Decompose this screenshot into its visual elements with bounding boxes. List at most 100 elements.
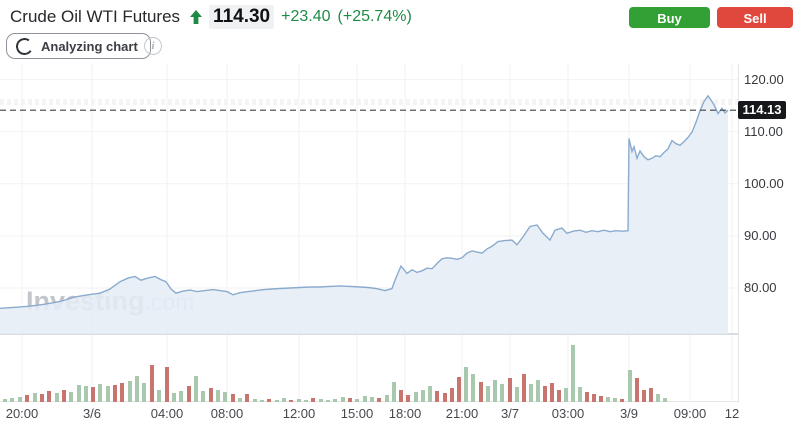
volume-bar-up xyxy=(106,386,110,402)
volume-bar-up xyxy=(55,393,59,402)
volume-bar-up xyxy=(464,367,468,402)
volume-bar-up xyxy=(223,392,227,402)
price-line xyxy=(0,94,729,309)
x-axis-label: 12:00 xyxy=(282,406,316,421)
volume-bar-up xyxy=(3,399,7,402)
volume-bar-down xyxy=(635,378,639,402)
volume-bar-down xyxy=(47,391,51,402)
volume-bar-down xyxy=(165,367,169,402)
volume-bar-down xyxy=(543,386,547,402)
volume-bar-down xyxy=(443,393,447,402)
x-axis-label: 04:00 xyxy=(150,406,184,421)
volume-bar-up xyxy=(157,390,161,402)
volume-bar-up xyxy=(135,376,139,402)
volume-bar-up xyxy=(370,397,374,402)
volume-bar-up xyxy=(179,391,183,402)
volume-bar-down xyxy=(435,391,439,402)
volume-bar-up xyxy=(421,390,425,402)
analyzing-chart-button[interactable]: Analyzing chart xyxy=(6,33,151,59)
price-up-arrow-icon xyxy=(190,10,203,24)
volume-bar-up xyxy=(275,400,279,402)
volume-bar-down xyxy=(479,382,483,402)
volume-bar-down xyxy=(620,399,624,402)
price-change: +23.40 xyxy=(281,8,331,25)
volume-bar-up xyxy=(606,397,610,402)
volume-bar-down xyxy=(522,374,526,402)
volume-bar-down xyxy=(406,395,410,402)
x-axis-label: 18:00 xyxy=(388,406,422,421)
volume-bar-down xyxy=(209,388,213,402)
volume-bar-down xyxy=(592,394,596,402)
info-icon[interactable]: i xyxy=(144,37,162,55)
volume-bar-up xyxy=(355,399,359,402)
volume-bar-up xyxy=(18,397,22,402)
x-axis-label: 3/6 xyxy=(82,406,102,421)
volume-bar-down xyxy=(62,390,66,402)
volume-bar-up xyxy=(69,392,73,402)
volume-bar-up xyxy=(304,400,308,402)
volume-bar-up xyxy=(571,345,575,402)
volume-bar-up xyxy=(564,388,568,402)
volume-bar-up xyxy=(297,399,301,402)
volume-bar-down xyxy=(187,386,191,402)
volume-bar-down xyxy=(599,396,603,402)
volume-bar-down xyxy=(245,394,249,402)
volume-bar-up xyxy=(333,399,337,402)
volume-bar-up xyxy=(428,386,432,402)
volume-bar-up xyxy=(142,383,146,402)
volume-bar-up xyxy=(98,384,102,402)
volume-bar-up xyxy=(500,384,504,402)
volume-pane[interactable] xyxy=(0,338,738,402)
volume-bar-up xyxy=(10,398,14,402)
y-axis-label: 110.00 xyxy=(744,124,783,139)
volume-bar-up xyxy=(392,382,396,402)
volume-bar-down xyxy=(649,388,653,402)
volume-bar-up xyxy=(33,393,37,402)
y-axis-label: 100.00 xyxy=(744,176,784,191)
area-fill xyxy=(0,95,728,334)
buy-button[interactable]: Buy xyxy=(629,7,710,28)
volume-bar-down xyxy=(40,394,44,402)
volume-bar-up xyxy=(128,381,132,402)
last-price: 114.30 xyxy=(209,5,275,29)
volume-bar-up xyxy=(529,384,533,402)
x-axis-label: 03:00 xyxy=(551,406,585,421)
volume-bar-down xyxy=(348,398,352,402)
volume-bar-up xyxy=(471,374,475,402)
volume-bar-up xyxy=(172,393,176,402)
volume-bar-up xyxy=(515,387,519,402)
volume-bar-up xyxy=(84,386,88,402)
volume-bar-down xyxy=(267,399,271,402)
sell-button[interactable]: Sell xyxy=(717,7,793,28)
x-axis-label: 21:00 xyxy=(445,406,479,421)
volume-bar-down xyxy=(377,398,381,402)
volume-bar-down xyxy=(113,385,117,402)
volume-bar-down xyxy=(450,388,454,402)
y-axis-label: 90.00 xyxy=(744,228,777,243)
volume-bar-up xyxy=(260,400,264,402)
volume-bar-up xyxy=(385,395,389,402)
volume-bar-up xyxy=(201,391,205,402)
instrument-title: Crude Oil WTI Futures xyxy=(10,7,181,26)
volume-bar-down xyxy=(642,390,646,402)
volume-bar-up xyxy=(253,399,257,402)
volume-bar-up xyxy=(414,392,418,402)
volume-bar-up xyxy=(663,398,667,402)
x-axis-label: 3/9 xyxy=(619,406,639,421)
volume-bar-down xyxy=(557,390,561,402)
price-change-percent: (+25.74%) xyxy=(337,8,412,25)
volume-bar-up xyxy=(238,398,242,402)
loading-spinner-icon xyxy=(14,36,35,56)
volume-bar-down xyxy=(550,383,554,402)
volume-bar-up xyxy=(216,390,220,402)
x-axis-label: 15:00 xyxy=(340,406,374,421)
volume-bar-down xyxy=(150,365,154,402)
volume-bar-down xyxy=(457,377,461,402)
volume-bar-down xyxy=(508,378,512,402)
volume-bar-up xyxy=(493,380,497,402)
price-area-chart[interactable] xyxy=(0,64,738,338)
y-axis-label: 80.00 xyxy=(744,280,777,295)
last-price-tag: 114.13 xyxy=(738,101,786,119)
volume-bar-down xyxy=(399,390,403,402)
volume-bar-down xyxy=(585,392,589,402)
